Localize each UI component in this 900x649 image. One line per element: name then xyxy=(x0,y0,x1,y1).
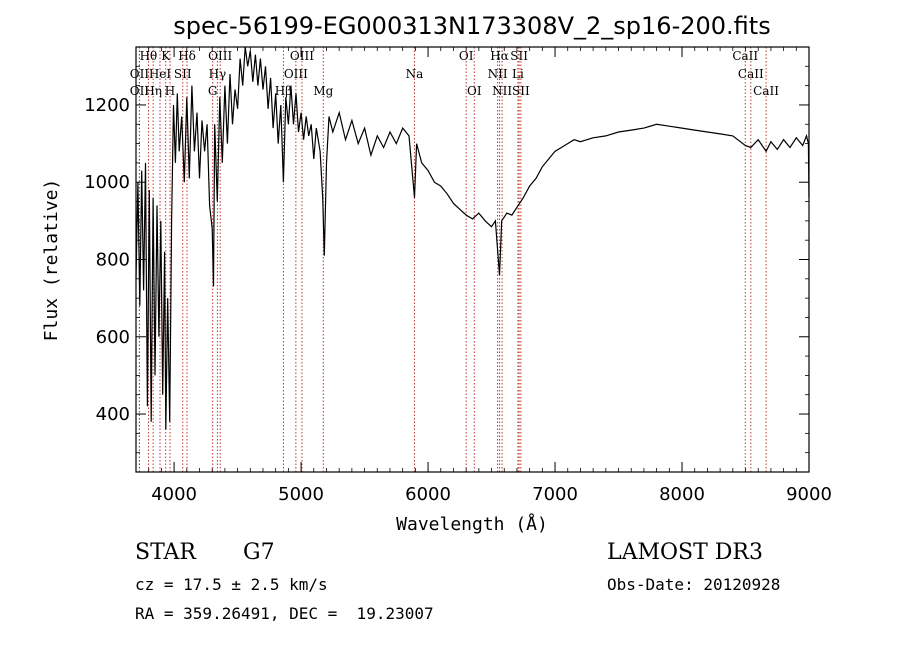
y-tick-label: 1000 xyxy=(84,172,130,193)
x-tick-label: 5000 xyxy=(278,484,324,505)
line-marker-label: OII xyxy=(130,84,150,98)
line-marker-label: OI xyxy=(467,84,482,98)
line-marker-label: OII xyxy=(130,67,150,81)
x-tick-label: 7000 xyxy=(532,484,578,505)
plot-frame xyxy=(135,46,810,473)
coordinates: RA = 359.26491, DEC = 19.23007 xyxy=(135,604,434,623)
line-marker-label: SII xyxy=(510,49,528,63)
x-axis-label: Wavelength (Å) xyxy=(396,513,548,535)
line-marker-label: OIII xyxy=(208,49,232,63)
line-marker-label: Mg xyxy=(313,84,333,98)
line-marker-label: Li xyxy=(512,67,524,81)
y-axis-label: Flux (relative) xyxy=(41,179,62,342)
survey-name: LAMOST DR3 xyxy=(607,540,763,565)
line-marker-label: G xyxy=(208,84,218,98)
line-marker-label: H xyxy=(165,84,175,98)
line-marker-label: SII xyxy=(512,84,530,98)
object-class: STAR xyxy=(135,540,196,565)
line-marker-label: OI xyxy=(459,49,474,63)
x-tick-label: 4000 xyxy=(151,484,197,505)
redshift-cz: cz = 17.5 ± 2.5 km/s xyxy=(135,575,328,594)
line-marker-label: NII xyxy=(488,67,508,81)
line-marker-label: Hθ xyxy=(140,49,158,63)
y-tick-label: 600 xyxy=(96,327,130,348)
x-tick-label: 9000 xyxy=(786,484,832,505)
line-marker-label: K xyxy=(161,49,171,63)
x-tick-label: 6000 xyxy=(405,484,451,505)
line-marker-label: NII xyxy=(492,84,512,98)
line-marker-label: Hη xyxy=(144,84,162,98)
y-axis-ticks: 400 600 800 1000 1200 xyxy=(84,65,809,454)
x-axis-ticks: 4000 5000 6000 7000 8000 9000 xyxy=(135,47,832,505)
spectrum-line xyxy=(135,46,810,430)
line-marker-label: CaII xyxy=(738,67,764,81)
line-marker-label: SII xyxy=(174,67,192,81)
line-marker-label: OIII xyxy=(290,49,314,63)
line-marker-label: CaII xyxy=(732,49,758,63)
line-marker-label: HeI xyxy=(149,67,172,81)
line-marker-label: CaII xyxy=(753,84,779,98)
line-marker-label: Hδ xyxy=(178,49,196,63)
observation-date: Obs-Date: 20120928 xyxy=(607,575,781,594)
line-marker-label: OIII xyxy=(284,67,308,81)
y-tick-label: 400 xyxy=(96,404,130,425)
line-marker-label: Hβ xyxy=(275,84,292,98)
y-tick-label: 1200 xyxy=(84,95,130,116)
chart-title: spec-56199-EG000313N173308V_2_sp16-200.f… xyxy=(173,12,770,40)
line-marker-label: Hγ xyxy=(209,67,227,81)
x-tick-label: 8000 xyxy=(659,484,705,505)
y-tick-label: 800 xyxy=(96,250,130,271)
line-marker-label: Na xyxy=(406,67,424,81)
object-subclass: G7 xyxy=(243,540,275,565)
line-marker-label: Hα xyxy=(490,49,509,63)
